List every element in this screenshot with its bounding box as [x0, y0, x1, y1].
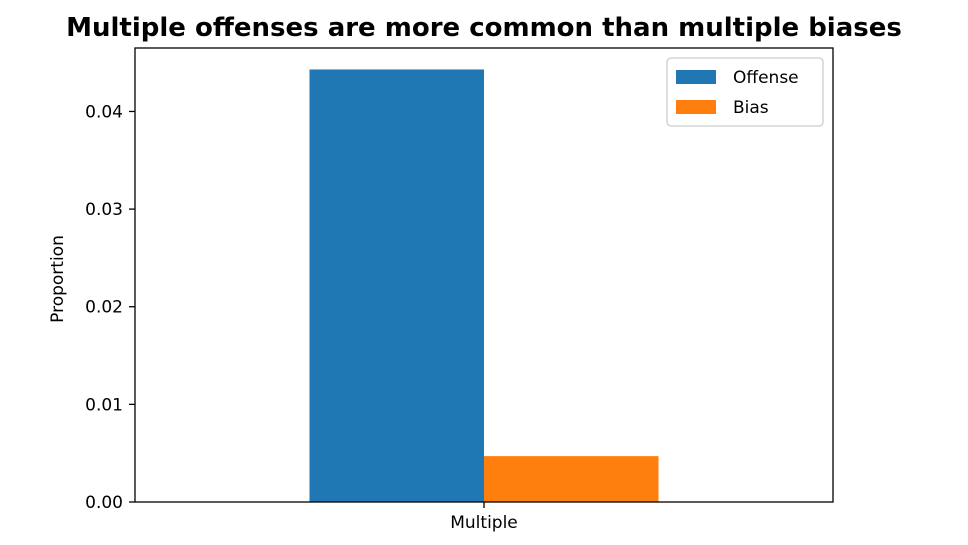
y-axis: 0.00 0.01 0.02 0.03 0.04 — [85, 102, 135, 513]
y-tick-label: 0.00 — [85, 493, 123, 513]
x-axis: Multiple — [450, 502, 518, 533]
bar-bias-multiple — [484, 456, 659, 502]
bar-offense-multiple — [309, 69, 484, 503]
chart-title: Multiple offenses are more common than m… — [66, 13, 902, 43]
legend: Offense Bias — [666, 57, 824, 127]
bars — [309, 69, 659, 503]
legend-label-bias: Bias — [733, 98, 769, 118]
x-tick-label: Multiple — [450, 513, 518, 533]
legend-swatch-bias — [676, 100, 716, 114]
y-tick-label: 0.04 — [85, 102, 123, 122]
y-tick-label: 0.02 — [85, 298, 123, 318]
legend-label-offense: Offense — [733, 68, 799, 88]
y-tick-label: 0.03 — [85, 200, 123, 220]
legend-swatch-offense — [676, 70, 716, 84]
y-tick-label: 0.01 — [85, 395, 123, 415]
y-axis-label: Proportion — [48, 235, 68, 323]
